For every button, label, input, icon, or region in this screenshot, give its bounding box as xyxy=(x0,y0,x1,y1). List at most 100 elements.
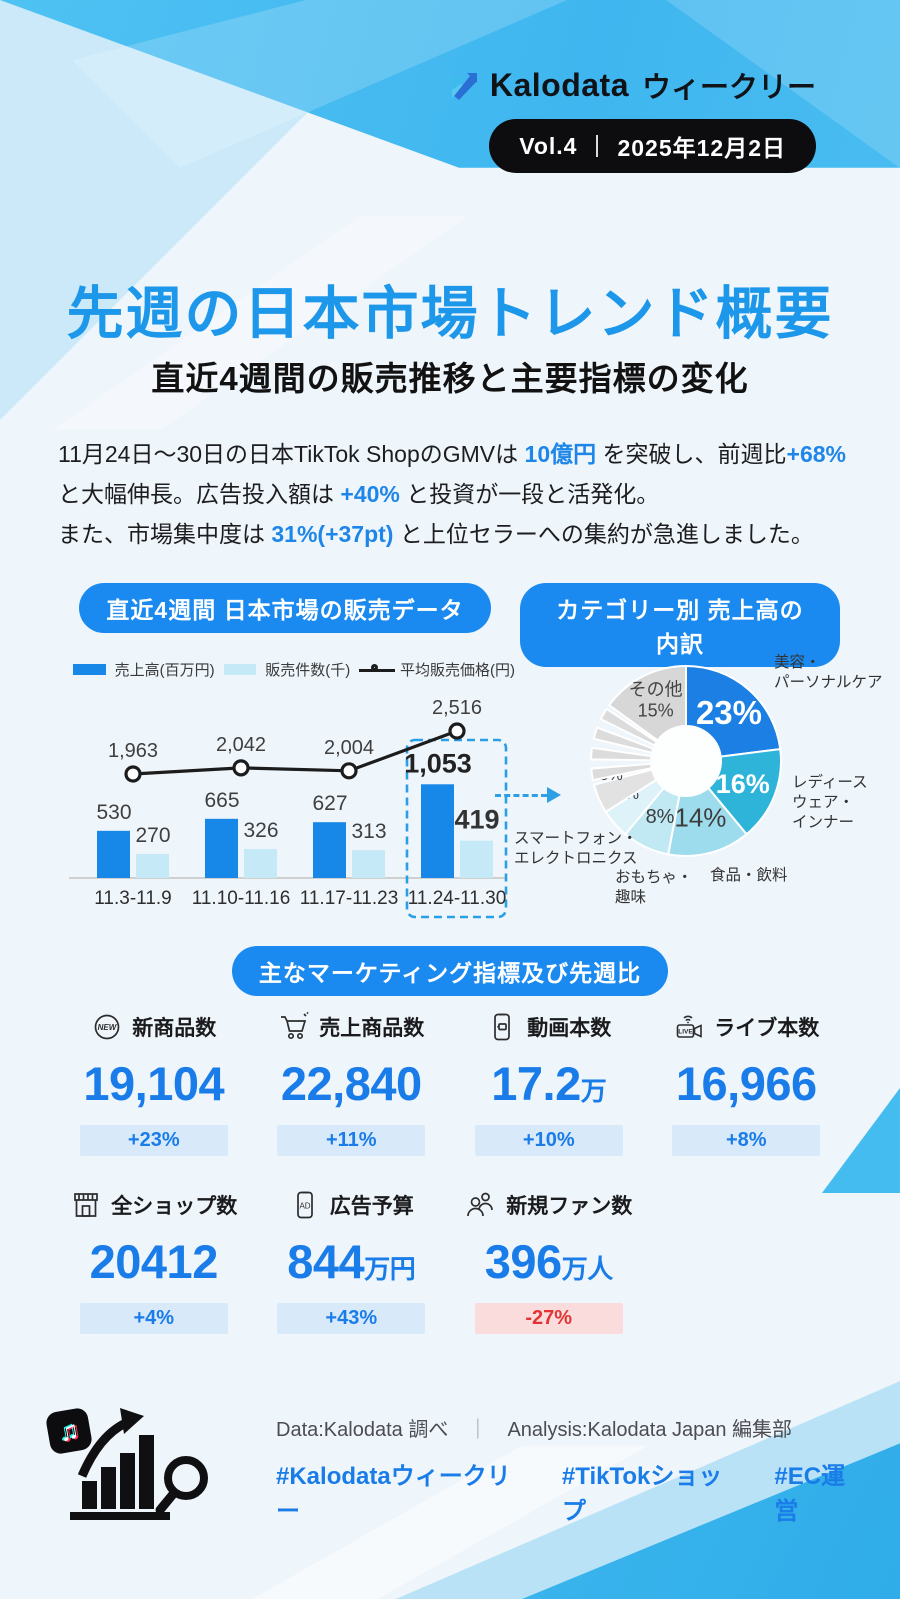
intro-text: また、市場集中度は xyxy=(58,521,272,547)
svg-text:16%: 16% xyxy=(716,769,770,799)
metric-card: AD 広告予算 844万円 +43% xyxy=(253,1188,451,1334)
badge-divider xyxy=(596,135,599,157)
footer-illustration: ♫ xyxy=(44,1404,248,1534)
legend-label-price: 平均販売価格(円) xyxy=(400,662,515,679)
callout-toys: おもちゃ・ 趣味 xyxy=(615,869,693,906)
issue-badge: Vol.4 2025年12月2日 xyxy=(489,119,816,173)
chart-legend: 売上高(百万円) 販売件数(千) 平均販売価格(円) xyxy=(55,659,515,680)
legend-line-marker-icon xyxy=(359,663,396,676)
metric-card: NEW 新商品数 19,104 +23% xyxy=(55,1010,253,1156)
svg-text:11.17-11.23: 11.17-11.23 xyxy=(300,888,399,909)
svg-text:LIVE: LIVE xyxy=(679,1029,694,1036)
metric-value: 22,840 xyxy=(280,1057,422,1110)
page-title: 先週の日本市場トレンド概要 xyxy=(66,282,834,346)
metric-value-unit: 万 xyxy=(580,1076,607,1106)
metric-value-unit: 万円 xyxy=(364,1254,416,1284)
metric-value: 396万人 xyxy=(484,1235,613,1288)
callout-ladies: レディース ウェア・ インナー xyxy=(792,774,868,831)
intro-text: を突破し、前週比 xyxy=(596,441,787,467)
intro-line: と大幅伸長。広告投入額は +40% と投資が一段と活発化。 xyxy=(58,474,858,514)
metric-card: 売上商品数 22,840 +11% xyxy=(253,1010,451,1156)
metric-header: 売上商品数 xyxy=(278,1010,424,1044)
metrics-row-1: NEW 新商品数 19,104 +23% 売上商品数 22,840 +11% 動画本数 17.2… xyxy=(55,1010,845,1156)
svg-text:2,004: 2,004 xyxy=(324,737,374,759)
metric-value: 844万円 xyxy=(287,1235,416,1288)
hashtag: #Kalodataウィークリー xyxy=(276,1462,511,1525)
live-icon: LIVE xyxy=(673,1011,705,1043)
metric-card: 全ショップ数 20412 +4% xyxy=(55,1188,253,1334)
metric-label: 売上商品数 xyxy=(319,1017,425,1040)
svg-text:AD: AD xyxy=(299,1202,310,1211)
issue-date: 2025年12月2日 xyxy=(617,135,786,161)
svg-text:2,042: 2,042 xyxy=(216,734,266,756)
intro-text: と大幅伸長。広告投入額は xyxy=(58,481,341,507)
svg-text:11.3-11.9: 11.3-11.9 xyxy=(94,888,171,909)
metrics-row-2: 全ショップ数 20412 +4% AD 広告予算 844万円 +43% 新規ファン数 396万人… xyxy=(55,1188,845,1334)
brand-suffix: ウィークリー xyxy=(641,72,816,104)
hashtag: #TikTokショップ xyxy=(561,1462,723,1525)
callout-beauty: 美容・ パーソナルケア xyxy=(774,654,883,691)
metric-value: 20412 xyxy=(89,1235,219,1288)
fans-icon xyxy=(465,1189,497,1221)
sales-panel-title: 直近4週間 日本市場の販売データ xyxy=(79,583,491,633)
svg-text:8%: 8% xyxy=(646,806,675,828)
metric-header: AD 広告予算 xyxy=(289,1188,414,1222)
metric-value: 19,104 xyxy=(83,1057,225,1110)
metric-card: 動画本数 17.2万 +10% xyxy=(450,1010,648,1156)
credit-separator: ｜ xyxy=(467,1418,488,1441)
svg-text:1,053: 1,053 xyxy=(404,748,472,778)
svg-text:2,516: 2,516 xyxy=(432,697,482,719)
legend-label-gmv: 売上高(百万円) xyxy=(114,662,215,679)
intro-line: また、市場集中度は 31%(+37pt) と上位セラーへの集約が急進しました。 xyxy=(58,514,858,554)
growth-chart-magnifier-icon xyxy=(70,1408,208,1520)
credit-data: Data:Kalodata 調べ xyxy=(276,1418,449,1441)
metric-header: LIVE ライブ本数 xyxy=(673,1010,819,1044)
footer-credit: Data:Kalodata 調べ ｜ Analysis:Kalodata Jap… xyxy=(276,1413,868,1442)
metric-change-badge: +11% xyxy=(277,1125,426,1156)
metric-card: 新規ファン数 396万人 -27% xyxy=(450,1188,648,1334)
credit-analysis: Analysis:Kalodata Japan 編集部 xyxy=(507,1418,793,1441)
legend-swatch-orders xyxy=(223,664,257,675)
brand-name: Kalodata xyxy=(489,66,629,103)
svg-text:326: 326 xyxy=(243,819,278,842)
sales-chart-panel: 直近4週間 日本市場の販売データ 売上高(百万円) 販売件数(千) 平均販売価格… xyxy=(55,575,515,927)
ad-icon: AD xyxy=(289,1189,321,1221)
metric-change-badge: +8% xyxy=(672,1125,821,1156)
svg-text:530: 530 xyxy=(96,801,131,824)
video-icon xyxy=(486,1011,518,1043)
svg-text:665: 665 xyxy=(204,789,239,812)
header: Kalodata ウィークリー Vol.4 2025年12月2日 xyxy=(445,64,816,173)
category-panel-title: カテゴリー別 売上高の内訳 xyxy=(520,583,840,667)
footer-text: Data:Kalodata 調べ ｜ Analysis:Kalodata Jap… xyxy=(276,1413,868,1526)
svg-text:627: 627 xyxy=(312,792,347,815)
new-icon: NEW xyxy=(91,1011,123,1043)
kalodata-logo-icon xyxy=(445,67,481,103)
svg-text:14%: 14% xyxy=(674,802,726,832)
metric-label: 新商品数 xyxy=(132,1017,217,1040)
svg-text:270: 270 xyxy=(135,824,170,847)
metric-header: 全ショップ数 xyxy=(70,1188,237,1222)
callout-phone: スマートフォン・ エレクトロニクス xyxy=(514,830,638,867)
svg-text:313: 313 xyxy=(351,820,386,843)
svg-text:23%: 23% xyxy=(696,694,762,731)
intro-text: 11月24日～30日の日本TikTok ShopのGMVは xyxy=(58,441,525,467)
intro-line: 11月24日～30日の日本TikTok ShopのGMVは 10億円 を突破し、… xyxy=(58,434,858,474)
connector-arrow xyxy=(495,787,561,803)
intro-text: と上位セラーへの集約が急進しました。 xyxy=(393,521,814,547)
svg-text:11.24-11.30: 11.24-11.30 xyxy=(408,888,507,909)
hashtag: #EC運営 xyxy=(774,1462,846,1525)
intro-paragraph: 11月24日～30日の日本TikTok ShopのGMVは 10億円 を突破し、… xyxy=(58,434,858,554)
metric-change-badge: +4% xyxy=(79,1303,228,1334)
metric-value: 17.2万 xyxy=(491,1057,607,1110)
footer: ♫ Data:Kalodata 調べ ｜ Analysis:Kalodata J… xyxy=(44,1404,868,1534)
tiktok-icon: ♫ xyxy=(44,1406,94,1456)
svg-text:419: 419 xyxy=(454,805,499,835)
metric-change-badge: +43% xyxy=(277,1303,426,1334)
intro-highlight: 10億円 xyxy=(524,441,597,467)
footer-hashtags: #Kalodataウィークリー #TikTokショップ #EC運営 xyxy=(276,1456,868,1526)
metric-header: 新規ファン数 xyxy=(465,1188,632,1222)
legend-swatch-gmv xyxy=(73,664,106,675)
callout-food: 食品・飲料 xyxy=(710,867,788,884)
metric-header: NEW 新商品数 xyxy=(91,1010,216,1044)
